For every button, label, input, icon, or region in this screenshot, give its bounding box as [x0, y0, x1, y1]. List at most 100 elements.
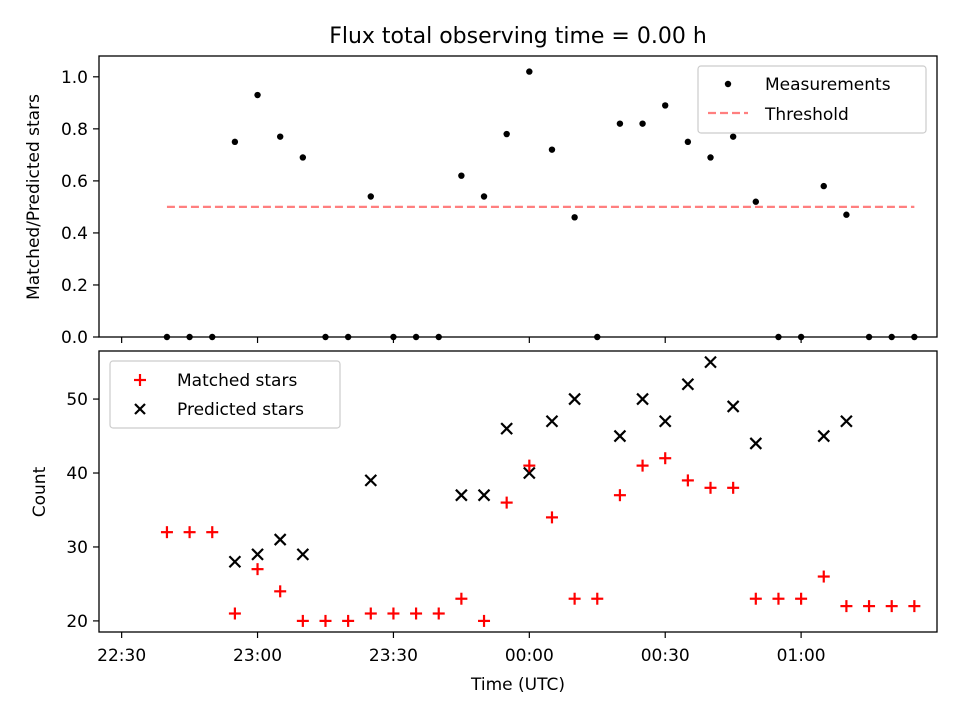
matched-star-point: [206, 526, 219, 539]
bottom-y-tick-label: 20: [66, 612, 88, 632]
measurement-point: [684, 138, 692, 146]
predicted-star-stroke: [296, 548, 310, 561]
top-legend-box: [697, 65, 927, 134]
measurement-point: [231, 138, 239, 146]
matched-star-point: [613, 489, 626, 502]
legend-matched-label: Matched stars: [177, 371, 297, 391]
measurement-point: [503, 130, 510, 138]
bottom-plot-marks: [160, 355, 921, 627]
predicted-star-point: [840, 414, 853, 428]
predicted-star-stroke: [613, 429, 627, 443]
matched-star-point: [342, 614, 355, 627]
measurement-point: [843, 211, 850, 218]
predicted-star-point: [749, 437, 763, 450]
bottom-axis-ticks: 20 30 40 50 22:30 23:00 23:30 00:00 00:30 01:00: [66, 390, 825, 666]
top-y-tick-label: 0.2: [61, 276, 88, 296]
predicted-star-point: [681, 377, 695, 391]
measurement-point: [820, 182, 827, 190]
matched-star-point: [432, 607, 445, 620]
measurement-point: [571, 214, 578, 221]
predicted-star-point: [568, 392, 581, 406]
matched-star-point: [183, 526, 196, 539]
legend-matched-marker: [134, 374, 146, 386]
matched-star-point: [251, 563, 264, 576]
matched-star-point: [410, 607, 423, 620]
matched-star-point: [795, 592, 808, 605]
bottom-legend: Matched stars Predicted stars: [109, 360, 341, 429]
measurement-point: [526, 68, 533, 75]
bottom-legend-box: [109, 360, 341, 429]
measurement-point: [299, 154, 307, 161]
predicted-star-stroke: [251, 548, 264, 561]
predicted-star-stroke: [840, 414, 853, 428]
matched-star-point: [863, 600, 876, 613]
measurement-point: [616, 120, 624, 127]
predicted-star-stroke: [749, 437, 763, 450]
top-axis-ticks: 0.0 0.2 0.4 0.6 0.8 1.0: [61, 68, 802, 348]
predicted-star-point: [817, 429, 831, 443]
predicted-star-stroke: [455, 488, 468, 502]
bottom-y-axis-label: Count: [30, 466, 50, 517]
bottom-panel: Count Time (UTC) 20 30 40 50 22:30 23:00 23:30…: [30, 350, 938, 695]
top-panel: Flux total observing time = 0.00 h Match…: [24, 24, 938, 348]
predicted-star-point: [523, 466, 536, 480]
matched-star-point: [455, 592, 468, 605]
matched-star-point: [523, 459, 536, 472]
predicted-star-stroke: [568, 392, 581, 406]
legend-measurements-marker: [724, 80, 732, 88]
top-y-tick-label: 0.0: [61, 328, 88, 348]
predicted-star-point: [613, 429, 627, 443]
predicted-star-stroke: [273, 533, 287, 546]
predicted-star-point: [228, 555, 242, 569]
predicted-star-point: [704, 355, 717, 369]
matched-star-point: [296, 614, 309, 627]
matched-star-point: [228, 607, 241, 620]
predicted-star-stroke: [500, 422, 513, 435]
matched-star-point: [364, 607, 377, 620]
measurement-point: [254, 91, 261, 99]
predicted-star-stroke: [681, 377, 695, 391]
measurement-point: [707, 154, 714, 161]
predicted-star-point: [455, 488, 468, 502]
matched-star-point: [840, 600, 853, 613]
matched-star-point: [545, 511, 558, 524]
predicted-star-stroke: [726, 400, 740, 413]
bottom-x-axis-label: Time (UTC): [470, 675, 565, 695]
matched-star-point: [500, 496, 513, 509]
predicted-star-stroke: [545, 414, 559, 428]
predicted-star-stroke: [817, 429, 831, 443]
top-y-tick-label: 1.0: [61, 68, 88, 88]
matched-star-point: [636, 459, 649, 472]
bottom-y-tick-label: 30: [66, 538, 88, 558]
matched-star-point: [817, 570, 830, 583]
matched-star-point: [908, 600, 921, 613]
matched-star-point: [727, 481, 740, 494]
measurement-point: [367, 193, 374, 200]
matched-star-point: [749, 592, 762, 605]
predicted-star-point: [296, 548, 310, 561]
bottom-y-tick-label: 50: [66, 390, 88, 410]
top-legend: Measurements Threshold: [697, 65, 927, 134]
matched-star-point: [704, 481, 717, 494]
legend-threshold-label: Threshold: [764, 105, 849, 125]
measurement-point: [662, 102, 669, 109]
predicted-star-point: [251, 548, 264, 561]
measurement-point: [548, 146, 556, 153]
predicted-star-stroke: [523, 466, 536, 480]
top-y-tick-label: 0.8: [61, 120, 88, 140]
matched-star-point: [591, 592, 604, 605]
predicted-star-point: [364, 474, 378, 487]
top-plot-frame: [98, 55, 938, 338]
predicted-star-stroke: [636, 392, 649, 406]
matched-star-point: [885, 600, 898, 613]
matched-star-point: [387, 607, 400, 620]
top-y-tick-label: 0.6: [61, 172, 88, 192]
matched-star-point: [772, 592, 785, 605]
predicted-star-stroke: [658, 414, 672, 428]
predicted-star-stroke: [364, 474, 378, 487]
measurement-point: [276, 133, 284, 140]
bottom-y-tick-label: 40: [66, 464, 88, 484]
legend-measurements-label: Measurements: [765, 75, 891, 95]
matched-star-point: [274, 585, 287, 598]
